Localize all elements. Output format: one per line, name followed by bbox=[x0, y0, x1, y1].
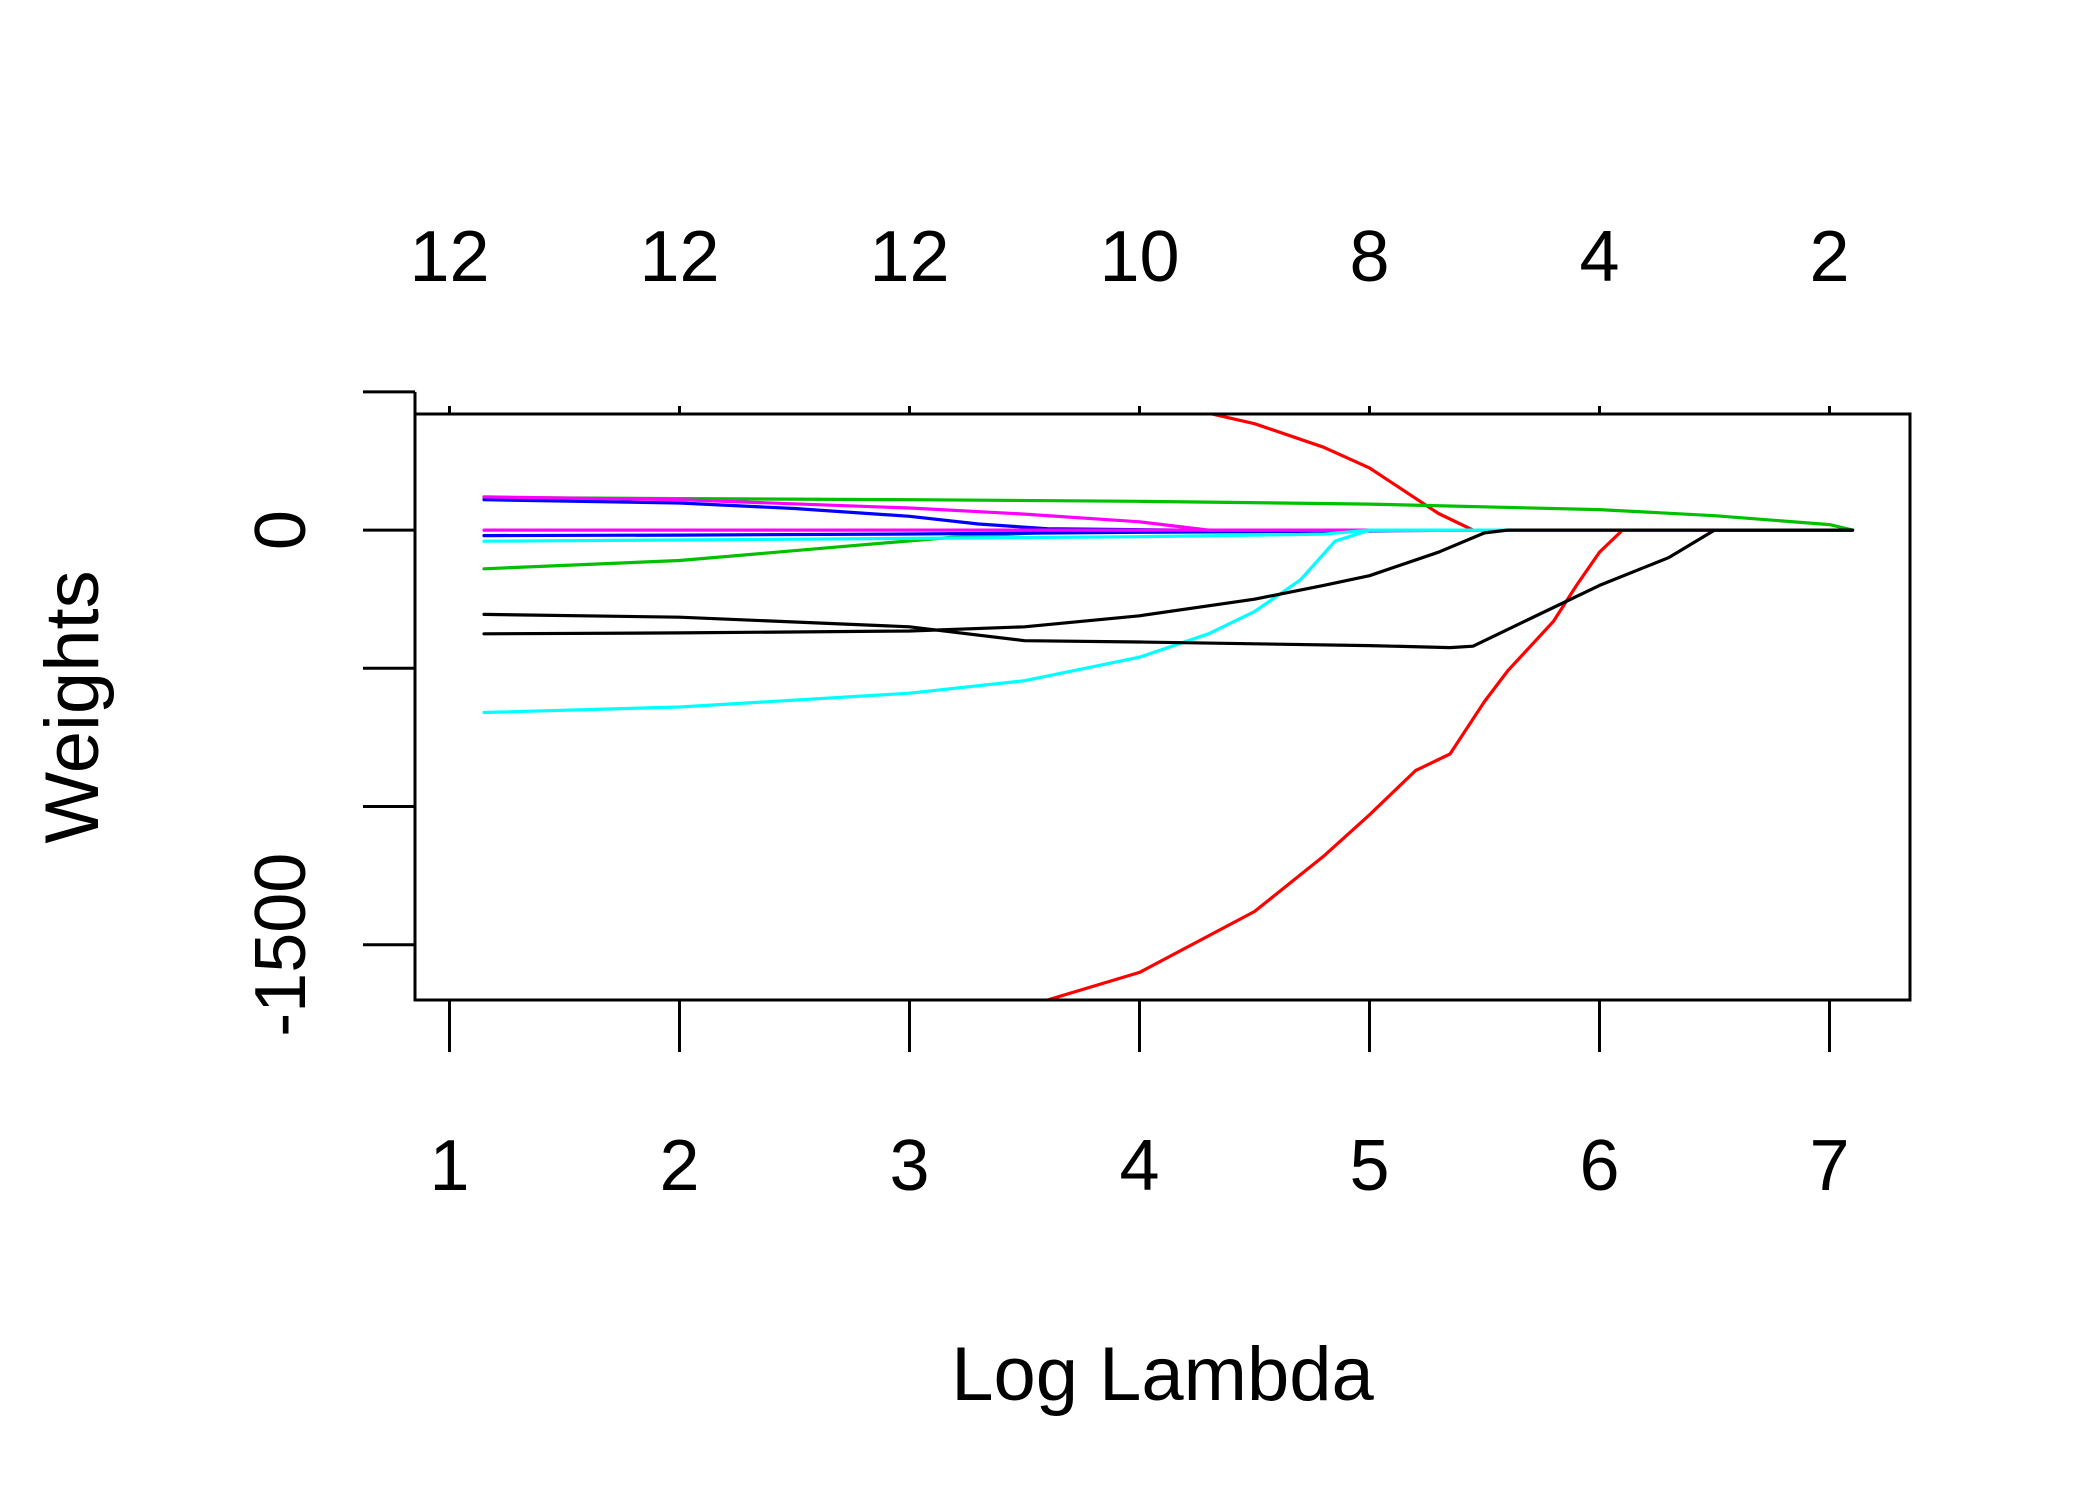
x-axis-top: 12 12 12 10 8 4 2 bbox=[409, 217, 1850, 416]
top-tick-label: 10 bbox=[1099, 217, 1179, 297]
top-tick-label: 2 bbox=[1809, 217, 1849, 297]
x-tick-label: 7 bbox=[1809, 1126, 1849, 1206]
y-axis-title: Weights bbox=[30, 570, 115, 843]
y-tick-label: -1500 bbox=[241, 853, 321, 1037]
top-tick-label: 4 bbox=[1579, 217, 1619, 297]
x-tick-label: 6 bbox=[1579, 1126, 1619, 1206]
top-tick-label: 12 bbox=[869, 217, 949, 297]
series-line-coef-12 bbox=[482, 528, 1855, 636]
x-tick-label: 3 bbox=[889, 1126, 929, 1206]
series-line-coef-1 bbox=[1204, 414, 1855, 532]
x-tick-label: 2 bbox=[659, 1126, 699, 1206]
x-tick-label: 5 bbox=[1349, 1126, 1389, 1206]
y-tick-label: 0 bbox=[241, 510, 321, 550]
x-tick-label: 1 bbox=[429, 1126, 469, 1206]
x-axis-bottom: 1 2 3 4 5 6 7 bbox=[429, 998, 1850, 1206]
x-tick-label: 4 bbox=[1119, 1126, 1159, 1206]
top-tick-label: 8 bbox=[1349, 217, 1389, 297]
top-tick-label: 12 bbox=[409, 217, 489, 297]
series-line-coef-9 bbox=[482, 528, 1855, 715]
series-line-coef-11 bbox=[482, 528, 1855, 650]
series-layer bbox=[482, 414, 1855, 1000]
top-tick-label: 12 bbox=[639, 217, 719, 297]
y-axis-left: -1500 0 bbox=[241, 390, 417, 1037]
series-line-coef-2 bbox=[1041, 528, 1855, 1000]
series-line-coef-10 bbox=[482, 528, 1855, 543]
x-axis-title: Log Lambda bbox=[951, 1332, 1374, 1417]
series-line-coef-3 bbox=[482, 495, 1855, 532]
